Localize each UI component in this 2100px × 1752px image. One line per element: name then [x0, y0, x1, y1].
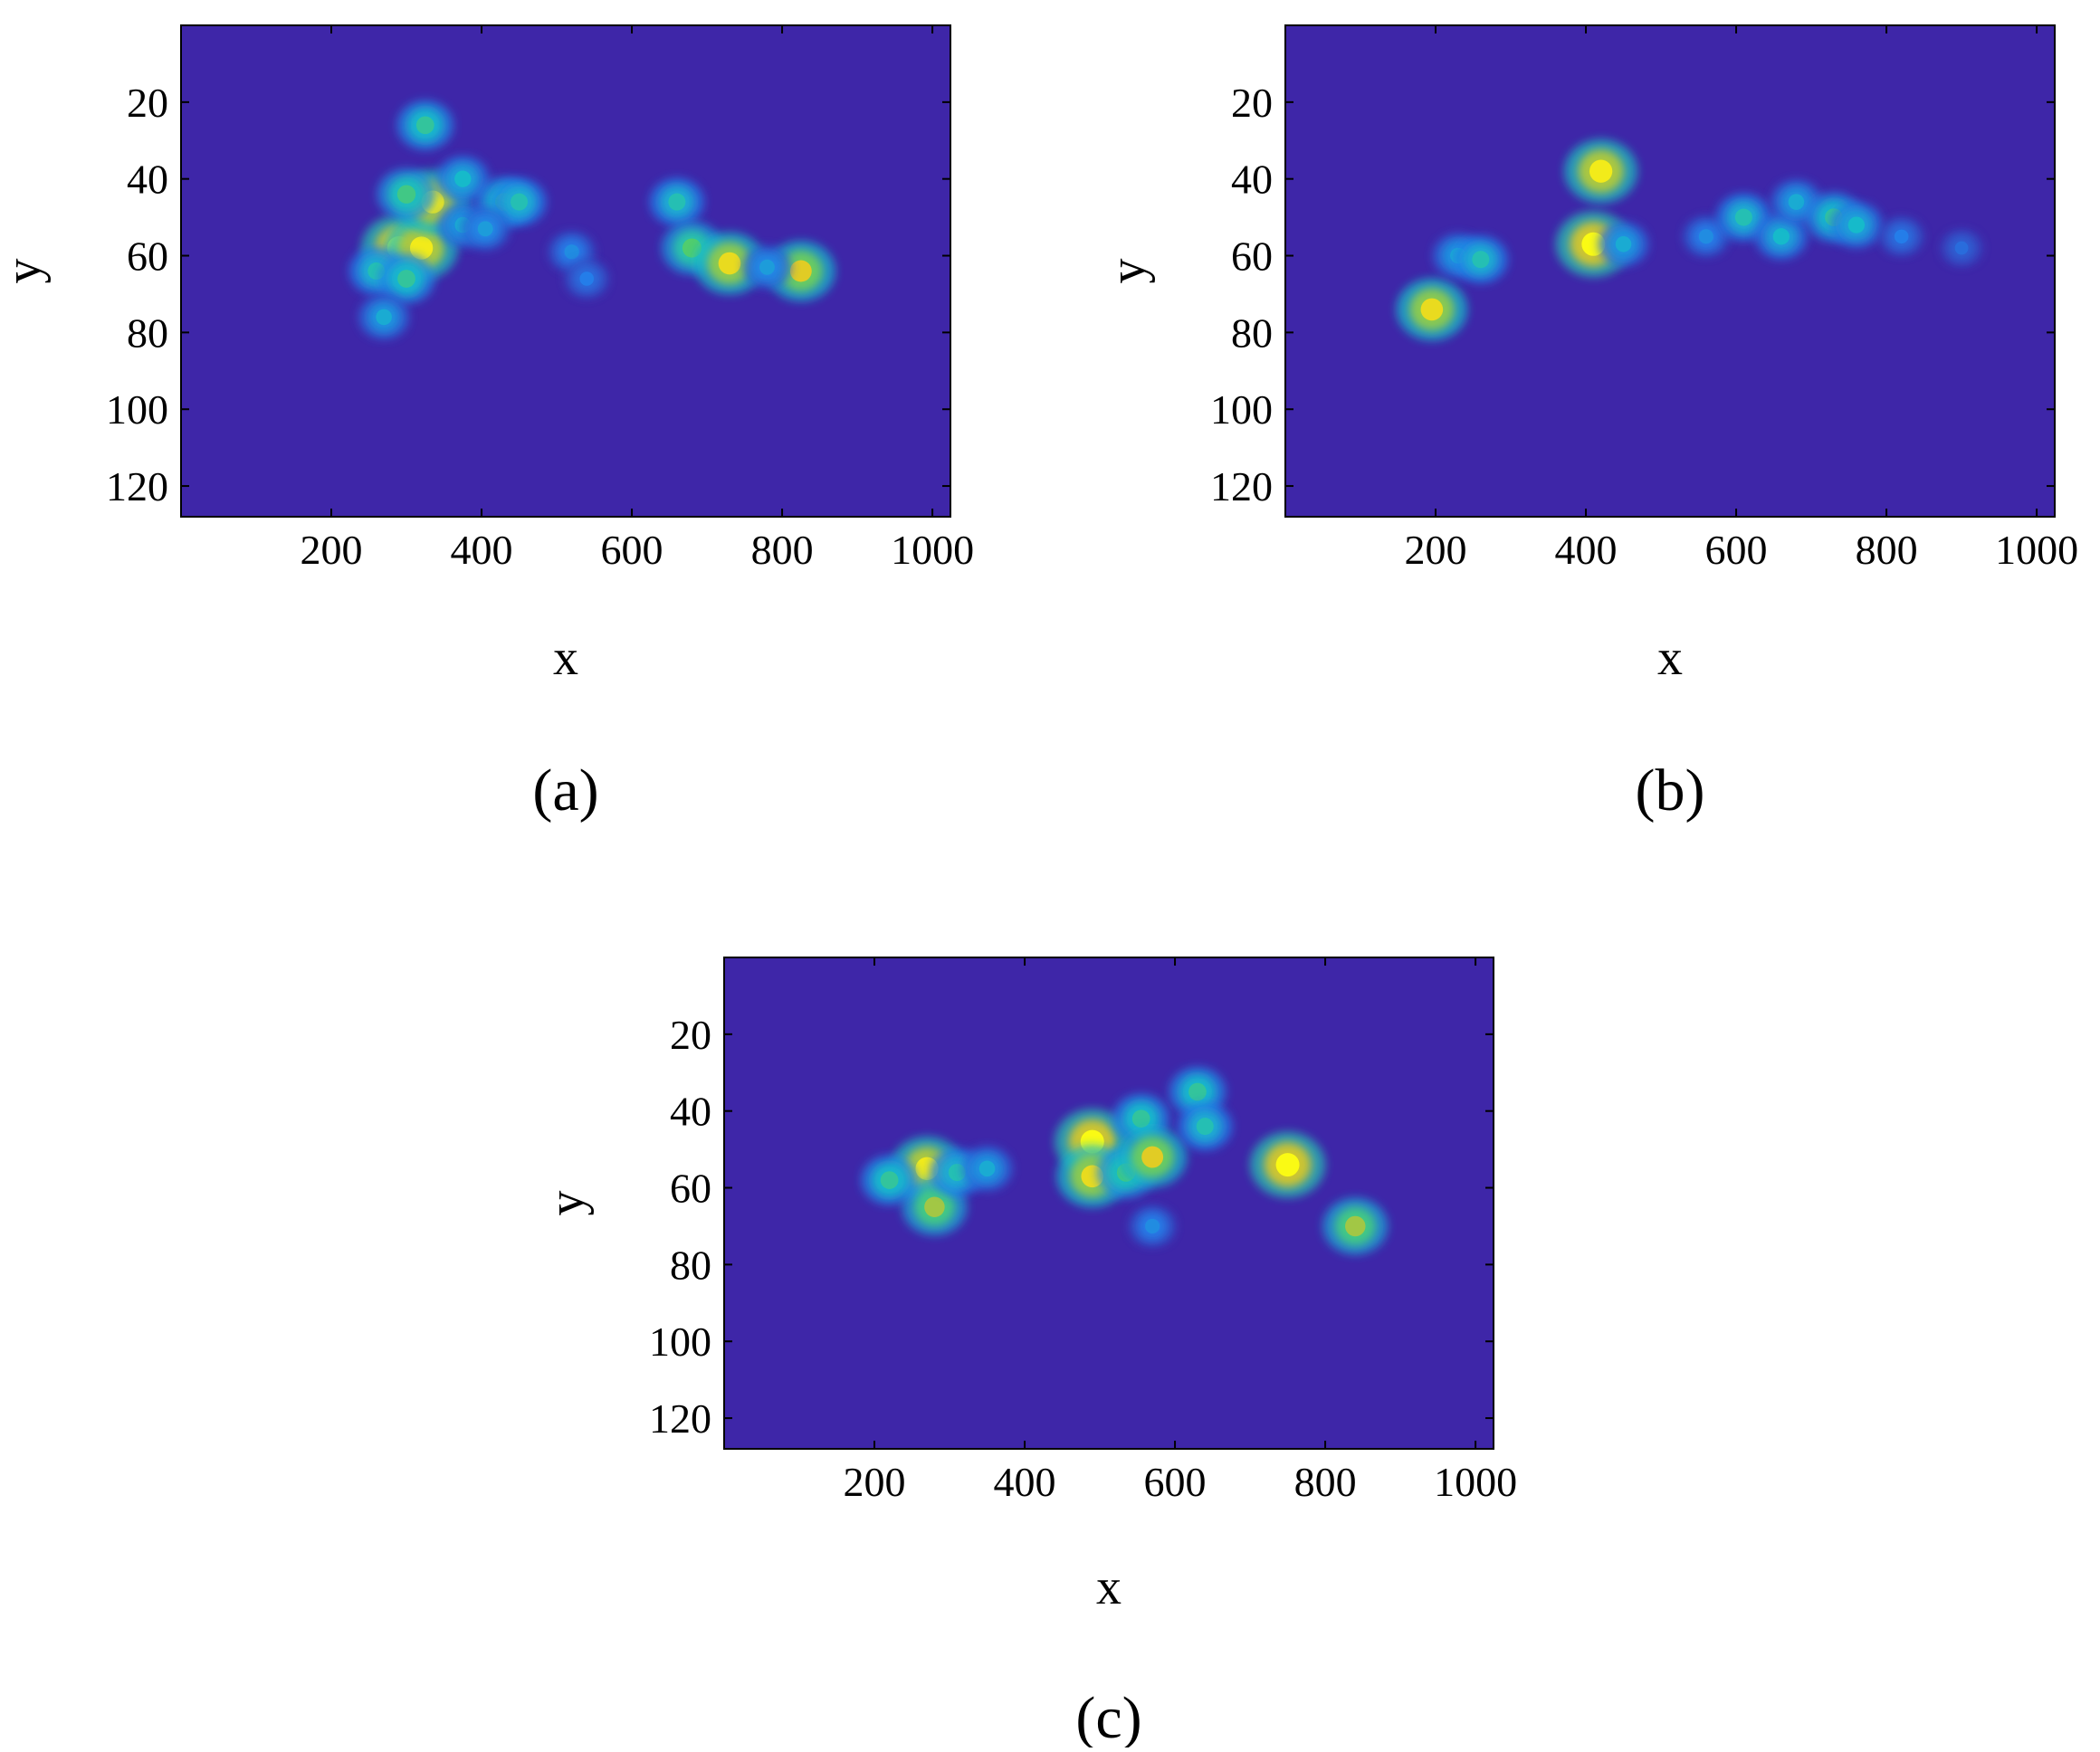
hotspot	[861, 1155, 919, 1205]
y-axis-title: y	[539, 1191, 595, 1216]
hotspot	[1129, 1205, 1177, 1247]
hotspot	[1249, 1131, 1326, 1198]
y-tick-label: 60	[127, 233, 168, 280]
hotspot	[1453, 235, 1509, 284]
x-tick-label: 400	[994, 1459, 1056, 1505]
x-tick-label: 600	[1705, 527, 1768, 573]
y-axis-title: y	[1100, 259, 1156, 284]
hotspot	[1177, 1102, 1233, 1151]
hotspot	[358, 294, 410, 340]
y-tick-label: 40	[670, 1089, 711, 1135]
x-tick-label: 1000	[1995, 527, 2078, 573]
x-tick-label: 1000	[1434, 1459, 1517, 1505]
y-tick-label: 100	[106, 386, 168, 433]
x-axis-title: x	[1096, 1559, 1122, 1615]
x-tick-label: 200	[844, 1459, 906, 1505]
hotspot	[461, 207, 511, 251]
hotspot	[742, 245, 792, 289]
panel-caption: (b)	[1636, 757, 1705, 824]
y-tick-label: 120	[1210, 463, 1273, 509]
hotspot	[1940, 229, 1983, 267]
hotspot	[961, 1146, 1013, 1191]
heatmap-background	[1285, 25, 2055, 517]
x-tick-label: 400	[451, 527, 513, 573]
x-tick-label: 800	[1856, 527, 1918, 573]
panel-caption: (a)	[532, 757, 598, 824]
y-tick-label: 100	[1210, 386, 1273, 433]
x-tick-label: 200	[301, 527, 363, 573]
hotspot	[1396, 278, 1468, 341]
y-tick-label: 60	[1231, 233, 1273, 280]
hotspot	[1564, 138, 1638, 204]
y-tick-label: 80	[1231, 309, 1273, 356]
hotspot-layer	[348, 100, 836, 340]
hotspot	[1829, 201, 1884, 249]
panel-caption: (c)	[1075, 1685, 1141, 1747]
y-tick-label: 20	[670, 1012, 711, 1058]
y-tick-label: 40	[1231, 157, 1273, 203]
hotspot-layer	[861, 1066, 1389, 1255]
y-tick-label: 120	[106, 463, 168, 509]
hotspot	[377, 168, 436, 221]
hotspot	[396, 100, 454, 150]
y-tick-label: 120	[649, 1395, 711, 1442]
hotspot-layer	[1396, 138, 1983, 341]
y-tick-label: 80	[670, 1242, 711, 1288]
hotspot	[1878, 216, 1924, 257]
y-tick-label: 100	[649, 1319, 711, 1365]
hotspot	[1598, 222, 1649, 267]
heatmap-panel-2: 200 400 600 800 1000 20 40 60 80 100 120 x y (b)	[1100, 24, 2078, 824]
hotspot	[1117, 1127, 1188, 1188]
x-axis-title: x	[553, 630, 578, 686]
x-tick-label: 800	[1294, 1459, 1357, 1505]
x-tick-label: 200	[1405, 527, 1467, 573]
y-tick-label: 20	[1231, 80, 1273, 126]
x-axis-title: x	[1657, 630, 1683, 686]
hotspot	[1754, 213, 1809, 260]
y-tick-label: 80	[127, 309, 168, 356]
axes-frame	[180, 24, 951, 518]
x-tick-label: 600	[1144, 1459, 1207, 1505]
heatmap-panel-3: 200 400 600 800 1000 20 40 60 80 100 120 x y (c)	[539, 957, 1517, 1751]
hotspot	[1682, 215, 1730, 258]
hotspot	[1322, 1197, 1389, 1255]
x-tick-label: 800	[751, 527, 814, 573]
y-axis-title: y	[0, 259, 52, 284]
hotspot	[377, 253, 435, 304]
hotspot	[564, 259, 610, 299]
hotspot	[649, 177, 705, 226]
y-tick-label: 20	[127, 80, 168, 126]
hotspot	[435, 156, 490, 203]
x-tick-label: 1000	[891, 527, 974, 573]
x-tick-label: 600	[601, 527, 663, 573]
x-tick-label: 400	[1555, 527, 1618, 573]
axes-frame	[723, 957, 1494, 1450]
heatmap-panel-1: 200 400 600 800 1000 20 40 60 80 100 120 x y (a)	[0, 24, 974, 824]
y-tick-label: 40	[127, 157, 168, 203]
y-tick-label: 60	[670, 1166, 711, 1212]
axes-frame	[1284, 24, 2056, 518]
hotspot	[492, 177, 547, 226]
